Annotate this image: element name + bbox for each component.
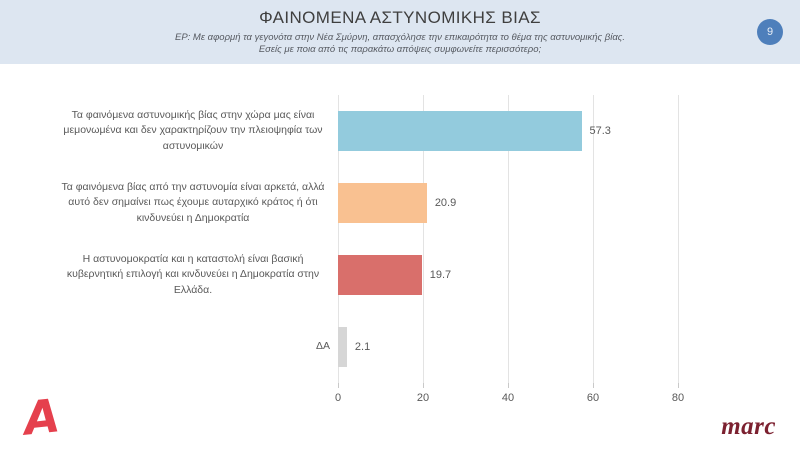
category-label: Τα φαινόμενα αστυνομικής βίας στην χώρα … xyxy=(63,108,323,152)
survey-question: ΕΡ: Με αφορμή τα γεγονότα στην Νέα Σμύρν… xyxy=(0,32,800,57)
value-label: 2.1 xyxy=(354,341,371,353)
axis-tick-label: 20 xyxy=(416,392,430,404)
bar-track: 57.3 xyxy=(338,95,678,167)
bar-chart: 0 20 40 60 80 Τα φαινόμενα αστυνομικής βίας … xyxy=(40,90,720,410)
bar-track: 19.7 xyxy=(338,239,678,311)
bar xyxy=(338,327,347,367)
axis-tick-label: 40 xyxy=(501,392,515,404)
axis-tick-label: 80 xyxy=(671,392,685,404)
page-title: ΦΑΙΝΟΜΕΝΑ ΑΣΤΥΝΟΜΙΚΗΣ ΒΙΑΣ xyxy=(259,8,541,27)
grid-layer: 0 20 40 60 80 xyxy=(335,95,684,404)
chart-row: ΔΑ 2.1 xyxy=(40,311,720,383)
value-label: 57.3 xyxy=(589,125,611,137)
chart-row: Τα φαινόμενα αστυνομικής βίας στην χώρα … xyxy=(40,95,720,167)
category-label: Η αστυνομοκρατία και η καταστολή είναι β… xyxy=(66,252,320,296)
gridline xyxy=(423,95,424,383)
page-number-badge: 9 xyxy=(757,19,783,45)
category-label: ΔΑ xyxy=(315,340,330,353)
gridline xyxy=(593,95,594,383)
alpha-tv-logo: A xyxy=(21,388,63,446)
category-label-cell: Τα φαινόμενα βίας από την αστυνομία είνα… xyxy=(40,167,338,239)
marc-logo: marc xyxy=(721,413,776,440)
gridline xyxy=(678,95,679,383)
axis-tick-label: 0 xyxy=(334,392,342,404)
bar-track: 20.9 xyxy=(338,167,678,239)
category-label-cell: ΔΑ xyxy=(40,311,338,383)
chart-rows: Τα φαινόμενα αστυνομικής βίας στην χώρα … xyxy=(40,95,720,383)
category-label-cell: Η αστυνομοκρατία και η καταστολή είναι β… xyxy=(40,239,338,311)
bar xyxy=(338,255,422,295)
bar-track: 2.1 xyxy=(338,311,678,383)
bar xyxy=(338,183,427,223)
survey-question-line-1: ΕΡ: Με αφορμή τα γεγονότα στην Νέα Σμύρν… xyxy=(174,32,625,43)
gridline xyxy=(508,95,509,383)
axis-tick-mark xyxy=(423,383,424,388)
chart-row: Τα φαινόμενα βίας από την αστυνομία είνα… xyxy=(40,167,720,239)
axis-tick-label: 60 xyxy=(586,392,600,404)
axis-tick-mark xyxy=(508,383,509,388)
value-label: 19.7 xyxy=(429,269,452,281)
value-label: 20.9 xyxy=(434,197,457,209)
axis-tick-mark xyxy=(338,383,339,388)
category-label: Τα φαινόμενα βίας από την αστυνομία είνα… xyxy=(61,180,325,224)
bar xyxy=(338,111,582,151)
category-label-cell: Τα φαινόμενα αστυνομικής βίας στην χώρα … xyxy=(40,95,338,167)
axis-tick-mark xyxy=(678,383,679,388)
gridline xyxy=(338,95,339,383)
header: ΦΑΙΝΟΜΕΝΑ ΑΣΤΥΝΟΜΙΚΗΣ ΒΙΑΣ ΕΡ: Με αφορμή… xyxy=(0,0,800,64)
chart-row: Η αστυνομοκρατία και η καταστολή είναι β… xyxy=(40,239,720,311)
axis-tick-mark xyxy=(593,383,594,388)
survey-question-line-2: Εσείς με ποια από τις παρακάτω απόψεις σ… xyxy=(258,44,542,56)
